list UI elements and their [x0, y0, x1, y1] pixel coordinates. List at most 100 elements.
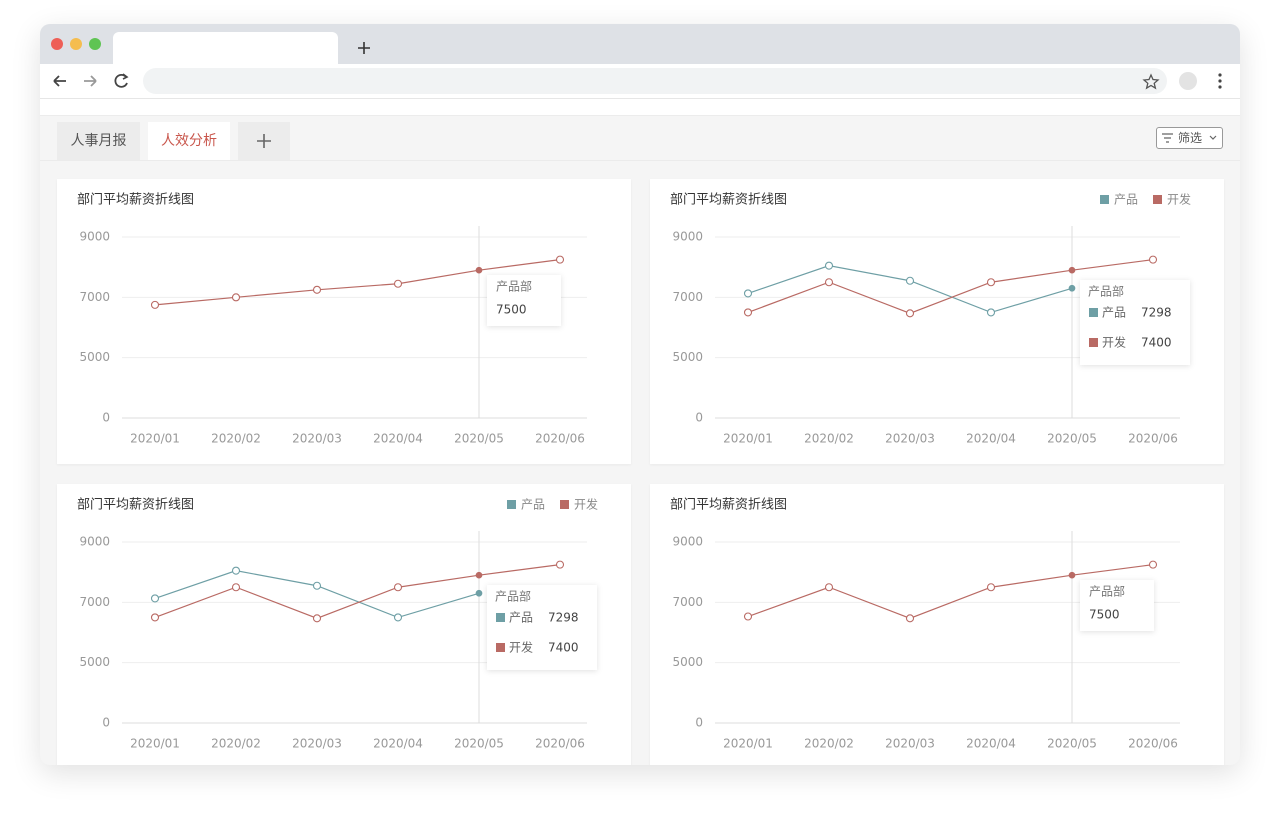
reload-arrow — [122, 73, 129, 80]
x-tick-label: 2020/06 — [1128, 737, 1178, 751]
data-point — [312, 581, 322, 590]
data-point — [312, 285, 322, 294]
tooltip-value: 7400 — [1141, 336, 1172, 350]
y-tick-label: 7000 — [672, 595, 703, 609]
new-tab-icon[interactable] — [358, 42, 370, 54]
data-point — [824, 583, 834, 592]
data-point — [475, 266, 483, 274]
browser-tab[interactable] — [113, 32, 338, 64]
y-tick-label: 0 — [102, 716, 110, 730]
data-point — [475, 571, 483, 579]
data-point — [231, 583, 241, 592]
y-tick-label: 7000 — [79, 290, 110, 304]
chevron-icon — [1209, 135, 1217, 140]
filter-button[interactable]: 筛选 — [1156, 127, 1223, 149]
close-dot[interactable] — [51, 38, 63, 50]
data-point — [150, 613, 160, 622]
tooltip-name: 产品 — [1102, 306, 1126, 320]
profile-avatar[interactable] — [1179, 72, 1197, 90]
data-point — [150, 300, 160, 309]
forward-icon[interactable] — [84, 75, 97, 87]
menu-dot — [1218, 79, 1222, 83]
maximize-dot[interactable] — [89, 38, 101, 50]
data-point — [312, 614, 322, 623]
reload-icon[interactable] — [114, 73, 128, 88]
tooltip: 产品部 7500 — [1080, 580, 1154, 631]
add-tab[interactable] — [238, 122, 290, 160]
tooltip-box — [1080, 580, 1154, 631]
series-line — [154, 564, 561, 619]
series-line — [747, 259, 1154, 314]
x-tick-label: 2020/04 — [373, 432, 423, 446]
tooltip-title: 产品部 — [1089, 584, 1125, 599]
x-tick-label: 2020/01 — [130, 432, 180, 446]
x-tick-label: 2020/03 — [885, 737, 935, 751]
chart: 部门平均薪资折线图 0 5000 7000 9000 2020/01 2020/02 2020… — [670, 498, 1180, 751]
x-tick-label: 2020/02 — [804, 737, 854, 751]
data-point — [1148, 255, 1158, 264]
data-point — [743, 308, 753, 317]
data-point — [150, 594, 160, 603]
data-point — [905, 614, 915, 623]
filter-label: 筛选 — [1178, 131, 1203, 145]
menu-dot — [1218, 85, 1222, 89]
menu-dot[interactable] — [1218, 73, 1222, 77]
tooltip-title: 产品部 — [496, 279, 532, 294]
bookmark-icon[interactable] — [1142, 73, 1160, 90]
x-tick-label: 2020/02 — [211, 737, 261, 751]
x-tick-label: 2020/01 — [723, 737, 773, 751]
series-line — [154, 570, 480, 619]
tab-active[interactable]: 人效分析 — [148, 122, 230, 160]
data-point — [231, 293, 241, 302]
y-tick-label: 7000 — [79, 595, 110, 609]
data-point — [905, 276, 915, 285]
tooltip-name: 产品 — [509, 611, 533, 625]
data-point — [1068, 266, 1076, 274]
tooltip-name: 开发 — [509, 640, 533, 655]
data-point — [393, 279, 403, 288]
tab[interactable]: 人事月报 — [57, 122, 140, 160]
tooltip-box — [487, 585, 597, 670]
x-tick-label: 2020/04 — [966, 432, 1016, 446]
data-point — [393, 583, 403, 592]
x-tick-label: 2020/05 — [1047, 432, 1097, 446]
y-tick-label: 0 — [695, 411, 703, 425]
chart-card: 部门平均薪资折线图 0 5000 7000 9000 2020/01 2020/02 2020… — [57, 484, 631, 765]
tooltip-value: 7298 — [548, 611, 579, 625]
data-point — [986, 308, 996, 317]
data-point — [743, 289, 753, 298]
y-tick-label: 5000 — [672, 350, 703, 364]
chart-title: 部门平均薪资折线图 — [670, 193, 787, 208]
chart: 部门平均薪资折线图 0 5000 7000 9000 2020/01 2020/02 2020… — [77, 193, 587, 446]
x-tick-label: 2020/01 — [130, 737, 180, 751]
data-point — [824, 278, 834, 287]
y-tick-label: 9000 — [79, 230, 110, 244]
chart-title: 部门平均薪资折线图 — [77, 498, 194, 513]
chart-card: 部门平均薪资折线图 0 5000 7000 9000 2020/01 2020/02 2020… — [650, 179, 1224, 464]
tooltip-value: 7298 — [1141, 306, 1172, 320]
address-bar[interactable] — [143, 68, 1167, 94]
x-tick-label: 2020/05 — [454, 432, 504, 446]
chart-card: 部门平均薪资折线图 0 5000 7000 9000 2020/01 2020/02 2020… — [57, 179, 631, 464]
tooltip-swatch — [496, 613, 505, 622]
tooltip-swatch — [1089, 338, 1098, 347]
minimize-dot[interactable] — [70, 38, 82, 50]
legend-swatch — [507, 500, 516, 509]
data-point — [824, 261, 834, 270]
chart: 部门平均薪资折线图 0 5000 7000 9000 2020/01 2020/02 2020… — [77, 497, 598, 751]
y-tick-label: 5000 — [79, 350, 110, 364]
legend-label: 产品 — [1114, 193, 1138, 207]
y-tick-label: 9000 — [79, 535, 110, 549]
y-tick-label: 9000 — [672, 230, 703, 244]
browser-window: 人事月报 人效分析 筛选 部门平均薪资折线图 0 5000 7000 9000 2020/… — [40, 24, 1240, 765]
plus-icon — [257, 134, 271, 148]
data-point — [986, 278, 996, 287]
back-icon[interactable] — [53, 75, 66, 87]
y-tick-label: 5000 — [672, 655, 703, 669]
tooltip-title: 产品部 — [1088, 284, 1124, 299]
x-tick-label: 2020/04 — [373, 737, 423, 751]
data-point — [1068, 571, 1076, 579]
